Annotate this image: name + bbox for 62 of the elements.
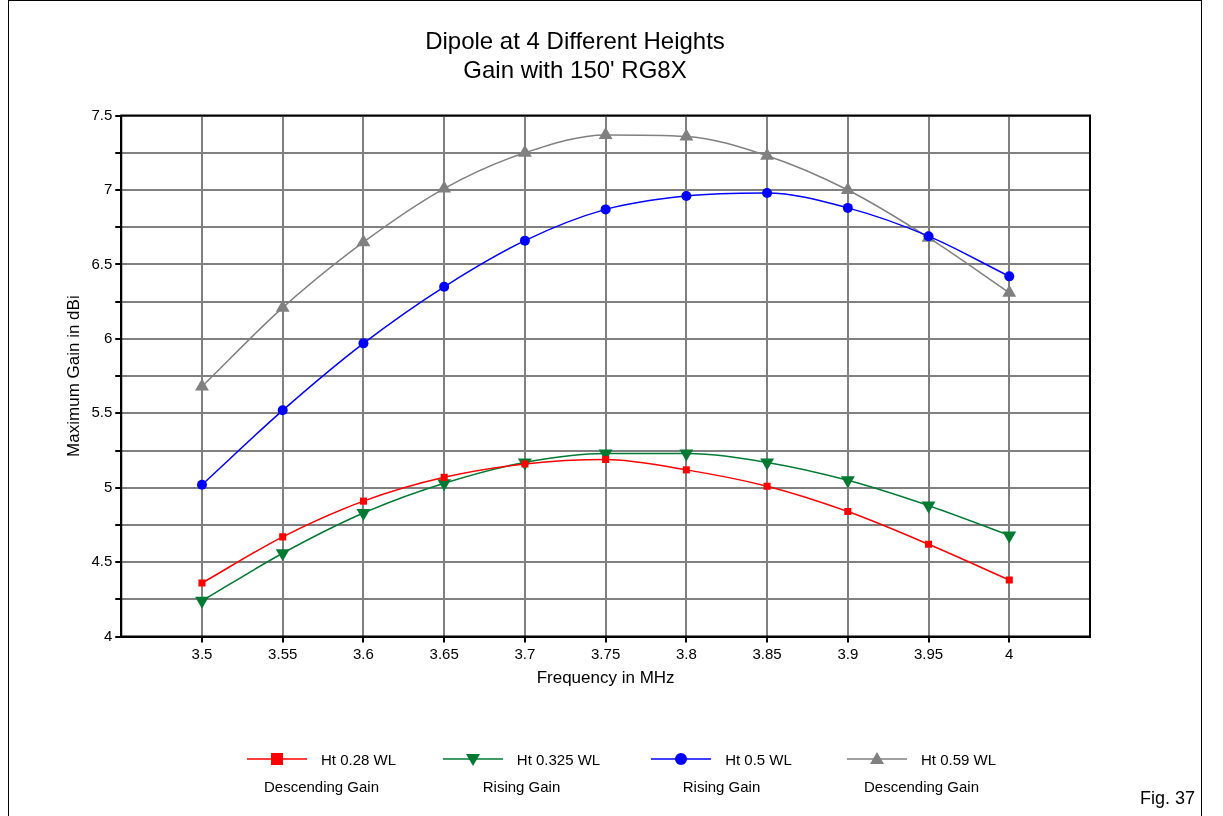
y-tick-label: 5.5 — [91, 403, 113, 421]
point — [1004, 271, 1015, 282]
y-tick-label: 4.5 — [91, 552, 113, 570]
x-tick-label: 3.75 — [591, 644, 621, 662]
point — [356, 234, 371, 247]
x-axis-title: Frequency in MHz — [536, 668, 675, 688]
point — [437, 180, 452, 193]
legend-label: Ht 0.5 WL Rising Gain — [682, 750, 792, 795]
point — [196, 479, 207, 490]
point — [682, 466, 690, 474]
point — [844, 508, 852, 516]
chart-subtitle: Gain with 150' RG8X — [463, 55, 687, 83]
point — [356, 509, 371, 522]
point — [681, 190, 692, 201]
point — [840, 182, 855, 195]
point — [602, 455, 610, 463]
point — [517, 144, 532, 157]
x-tick-label: 3.5 — [191, 644, 213, 662]
point — [598, 126, 613, 139]
point — [600, 204, 611, 215]
point — [359, 497, 367, 505]
x-tick-label: 3.65 — [429, 644, 459, 662]
point — [763, 482, 771, 490]
point — [842, 202, 853, 213]
point — [279, 533, 287, 541]
x-tick-label: 3.6 — [353, 644, 374, 662]
legend-label: Ht 0.325 WL Rising Gain — [482, 750, 601, 795]
point — [925, 540, 933, 548]
y-axis-title: Maximum Gain in dBi — [63, 295, 83, 457]
x-tick-label: 3.85 — [752, 644, 782, 662]
y-tick-label: 4 — [103, 626, 113, 644]
point — [760, 147, 775, 160]
y-tick-label: 5 — [103, 477, 113, 495]
point — [195, 596, 209, 609]
point — [277, 405, 288, 416]
y-tick-label: 6.5 — [91, 254, 113, 272]
point — [840, 476, 855, 489]
point — [679, 128, 694, 141]
point — [921, 501, 936, 514]
point — [198, 579, 206, 587]
point — [358, 338, 369, 349]
point — [1005, 576, 1013, 584]
x-tick-label: 3.9 — [837, 644, 859, 662]
y-tick-label: 7 — [103, 180, 113, 198]
point — [1002, 531, 1017, 544]
point — [679, 449, 694, 462]
x-tick-label: 3.55 — [268, 644, 298, 662]
x-tick-label: 3.95 — [913, 644, 944, 662]
x-tick-label: 3.7 — [514, 644, 536, 662]
x-tick-label: 3.8 — [675, 644, 697, 662]
chart-title: Dipole at 4 Different Heights — [425, 27, 725, 55]
caption: Fig. 37 — [1139, 788, 1195, 809]
point — [275, 549, 290, 562]
y-tick-label: 7.5 — [91, 105, 113, 123]
y-tick-label: 6 — [103, 329, 113, 347]
point — [760, 458, 775, 471]
x-tick-label: 4 — [1005, 644, 1014, 662]
point — [519, 235, 530, 246]
point — [762, 188, 773, 199]
point — [440, 473, 448, 481]
point — [1002, 284, 1017, 297]
point — [439, 281, 450, 292]
